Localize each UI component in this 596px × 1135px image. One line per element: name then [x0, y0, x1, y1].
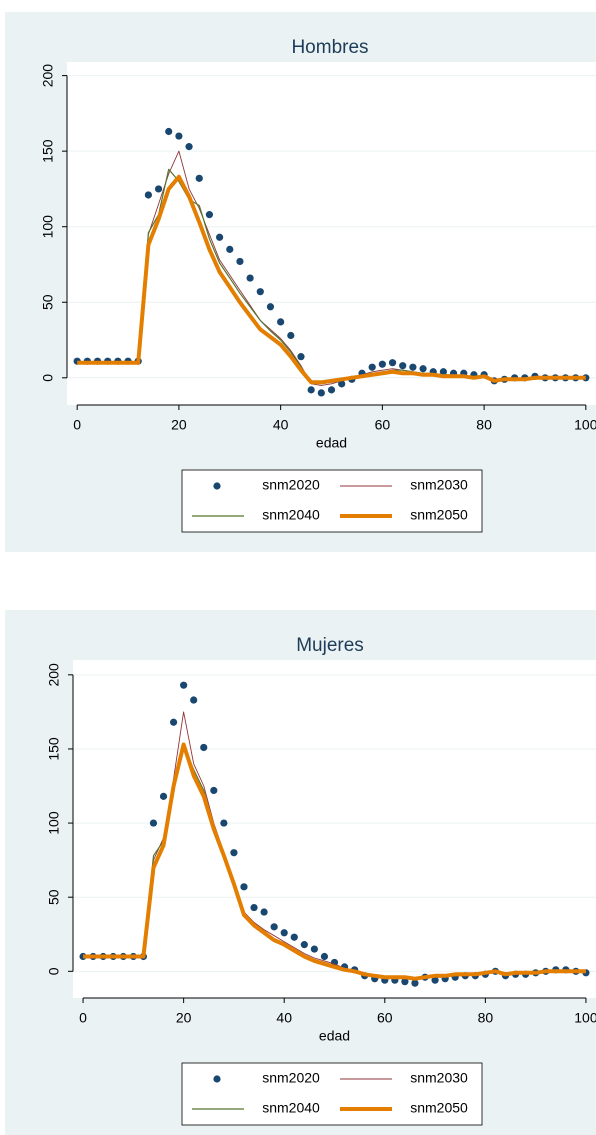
data-point	[266, 303, 275, 311]
chart-title: Hombres	[291, 37, 368, 58]
data-point	[256, 288, 264, 296]
data-point	[290, 933, 298, 941]
y-tick-label: 200	[40, 64, 56, 88]
data-point	[159, 792, 168, 800]
data-point	[149, 819, 158, 827]
data-point	[401, 978, 409, 986]
legend-label: snm2050	[410, 1100, 468, 1116]
x-axis-label: edad	[319, 1028, 350, 1044]
data-point	[297, 353, 305, 361]
x-tick-label: 40	[276, 1010, 292, 1026]
x-tick-label: 100	[574, 1010, 596, 1026]
x-tick-label: 80	[476, 417, 492, 433]
legend-marker	[213, 1075, 221, 1083]
legend-label: snm2040	[262, 507, 320, 523]
data-point	[439, 368, 448, 376]
y-tick-label: 150	[40, 139, 56, 163]
data-point	[300, 941, 308, 949]
data-point	[154, 185, 163, 193]
y-tick-label: 50	[46, 889, 62, 905]
data-point	[419, 365, 427, 373]
legend-label: snm2020	[262, 1070, 320, 1086]
series-line	[83, 742, 586, 981]
data-point	[230, 849, 238, 857]
data-point	[409, 363, 417, 371]
panel: Mujeres 0 50 100 150 200 0 20 40 60 80 100 edad snm20…	[5, 610, 596, 1135]
y-tick-label: 0	[40, 374, 56, 382]
data-point	[327, 386, 336, 394]
data-point	[190, 696, 198, 704]
x-tick-label: 0	[73, 417, 81, 433]
data-point	[338, 380, 346, 388]
x-tick-label: 20	[171, 417, 187, 433]
data-point	[165, 127, 173, 136]
data-point	[388, 359, 397, 367]
y-tick-label: 200	[46, 663, 62, 687]
data-point	[310, 945, 318, 953]
data-point	[411, 979, 419, 987]
data-point	[399, 362, 407, 370]
data-point	[280, 929, 288, 937]
data-point	[215, 233, 224, 241]
x-tick-label: 0	[79, 1010, 87, 1026]
y-tick-label: 100	[46, 811, 62, 835]
legend-label: snm2030	[410, 1070, 468, 1086]
legend-label: snm2040	[262, 1100, 320, 1116]
data-point	[236, 257, 244, 266]
x-tick-label: 60	[375, 417, 391, 433]
legend-label: snm2020	[262, 477, 320, 493]
data-point	[144, 191, 152, 199]
x-axis-label: edad	[316, 435, 347, 451]
y-tick-label: 0	[46, 967, 62, 975]
data-point	[320, 952, 329, 961]
data-point	[205, 211, 214, 219]
x-tick-label: 80	[478, 1010, 494, 1026]
x-tick-label: 40	[273, 417, 289, 433]
legend-box	[181, 469, 483, 533]
data-point	[185, 143, 193, 151]
legend-label: snm2030	[410, 477, 468, 493]
y-tick-label: 100	[40, 215, 56, 239]
y-tick-label: 150	[46, 737, 62, 761]
legend-label: snm2050	[410, 507, 468, 523]
x-tick-label: 100	[574, 417, 596, 433]
legend-marker	[213, 482, 221, 490]
data-point	[200, 743, 208, 752]
chart-title: Mujeres	[296, 635, 364, 656]
panel: Hombres 0 50 100 150 200 0 20 40 60 80 100 edad snm20…	[5, 12, 596, 552]
data-point	[246, 274, 254, 282]
data-point	[210, 786, 218, 795]
data-point	[195, 174, 203, 182]
x-tick-label: 20	[176, 1010, 192, 1026]
data-point	[220, 819, 228, 827]
data-point	[175, 132, 183, 140]
data-point	[317, 389, 325, 397]
data-point	[277, 318, 285, 326]
data-point	[270, 923, 278, 931]
data-point	[378, 360, 386, 368]
plot-area	[73, 660, 596, 998]
data-point	[287, 331, 295, 340]
legend-box	[181, 1062, 483, 1126]
data-point	[260, 908, 268, 916]
data-point	[431, 976, 439, 984]
plot-area	[67, 62, 596, 405]
series-line	[77, 174, 586, 385]
data-point	[307, 386, 315, 394]
x-tick-label: 60	[377, 1010, 393, 1026]
data-point	[368, 363, 376, 371]
data-point	[169, 718, 178, 726]
data-point	[240, 883, 248, 891]
data-point	[180, 681, 188, 689]
y-tick-label: 50	[40, 294, 56, 310]
data-point	[226, 245, 234, 253]
data-point	[250, 903, 258, 912]
